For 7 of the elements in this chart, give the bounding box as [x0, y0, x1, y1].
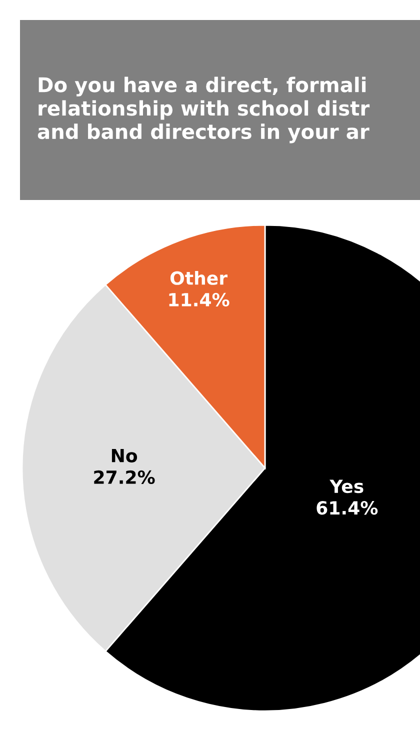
slice-label: Other: [170, 270, 228, 285]
data-label: 61.4%: [316, 501, 378, 515]
data-label: 27.2%: [94, 470, 155, 484]
chart-title: Do you have a direct, formali relationship with school distr and band directors in your ar: [38, 76, 370, 144]
slice-label: No: [112, 449, 138, 462]
slice-label: Yes: [330, 480, 364, 494]
data-label: 11.4%: [169, 292, 230, 307]
